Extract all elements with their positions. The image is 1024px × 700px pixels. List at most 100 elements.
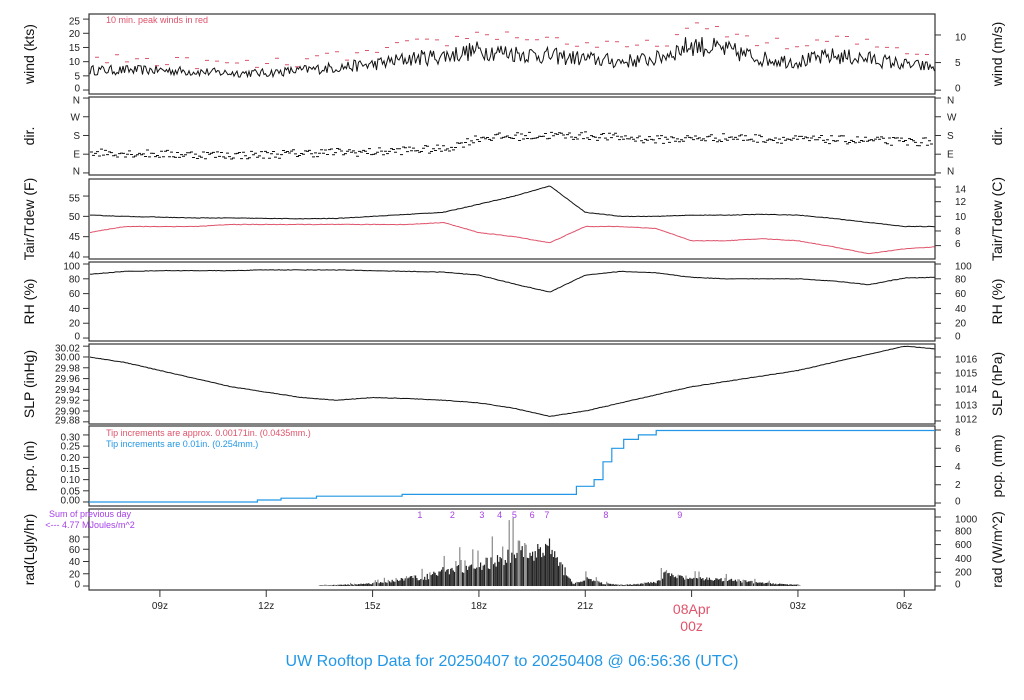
rad-sum-value: <--- 4.77 MJoules/m^2: [45, 520, 135, 530]
y-right-tick-label: 6: [955, 239, 961, 250]
precip-tip-marker: 7: [544, 510, 549, 520]
y-tick-label: 80: [69, 274, 81, 285]
tip-increment-note: Tip increments are approx. 0.00171in. (0…: [106, 428, 311, 438]
y-tick-label: 100: [63, 261, 80, 272]
y-right-tick-label: 1014: [955, 384, 978, 395]
chart-title: UW Rooftop Data for 20250407 to 20250408…: [286, 653, 739, 670]
y-tick-label: 0.05: [61, 486, 81, 497]
precip-tip-marker: 8: [603, 510, 608, 520]
y-right-tick-label: 12: [955, 197, 967, 208]
y-axis-title: rad(Lgly/hr): [21, 514, 37, 586]
y-right-axis-title: dir.: [989, 127, 1005, 146]
y-tick-label: 0.00: [61, 495, 81, 506]
x-tick-label: 06z: [896, 601, 912, 612]
y-right-tick-label: S: [947, 131, 954, 142]
y-right-tick-label: 1000: [955, 515, 978, 526]
precip-tip-marker: 6: [530, 510, 535, 520]
panel-slp: 29.8829.9029.9229.9429.9629.9830.0030.02…: [21, 343, 1005, 426]
y-axis-title: Tair/Tdew (F): [21, 178, 37, 260]
y-tick-label: N: [73, 96, 80, 107]
y-tick-label: 15: [69, 43, 81, 54]
precip-tip-marker: 2: [450, 510, 455, 520]
y-right-tick-label: 60: [955, 289, 967, 300]
panel-rh: 0 20 40 60 80 100 0 20 40 60 80 100 RH (%) RH (%): [21, 261, 1005, 343]
wind-speed-line: [89, 36, 935, 79]
panel-wind: 0 5 10 15 2025 0 5 10 wind (kts) wind (m/s) 10 min…: [21, 13, 1005, 95]
y-right-tick-label: 4: [955, 462, 961, 473]
y-right-tick-label: W: [947, 112, 957, 123]
y-axis-title: pcp. (in): [21, 441, 37, 492]
y-axis-title: RH (%): [21, 279, 37, 325]
y-tick-label: E: [73, 150, 80, 161]
y-tick-label: 40: [69, 557, 81, 568]
tdew-line: [89, 221, 935, 255]
y-tick-label: 25: [69, 17, 81, 28]
y-right-tick-label: N: [947, 96, 954, 107]
x-tick-label: 03z: [790, 601, 806, 612]
precip-tip-marker: 1: [417, 510, 422, 520]
y-tick-label: 20: [69, 29, 81, 40]
y-right-tick-label: 1013: [955, 400, 978, 411]
y-tick-label: W: [71, 112, 81, 123]
x-tick-label: 21z: [577, 601, 593, 612]
y-tick-label: 29.94: [55, 385, 80, 396]
panel-frame: [88, 13, 936, 95]
y-right-tick-label: 2: [955, 480, 961, 491]
y-right-tick-label: E: [947, 150, 954, 161]
rh-line: [89, 269, 935, 293]
y-tick-label: 0.15: [61, 464, 81, 475]
wind-peak-dashes: [95, 22, 929, 70]
y-tick-label: N: [73, 166, 80, 177]
y-tick-label: 30.02: [55, 344, 80, 355]
y-tick-label: 0: [74, 580, 80, 591]
precip-accum-line: [89, 429, 935, 503]
y-tick-label: 30.00: [55, 352, 80, 363]
y-right-tick-label: 1012: [955, 414, 978, 425]
rad-bars: [318, 517, 802, 587]
y-right-axis-title: pcp. (mm): [989, 435, 1005, 498]
y-right-tick-label: 0: [955, 496, 961, 507]
y-axis-title: dir.: [21, 127, 37, 146]
precip-tip-marker: 4: [497, 510, 502, 520]
y-tick-label: 0.30: [61, 432, 81, 443]
panel-frame: [88, 96, 936, 176]
y-tick-label: 40: [69, 304, 81, 315]
y-right-tick-label: 8: [955, 226, 961, 237]
y-right-tick-label: 100: [955, 261, 972, 272]
y-right-tick-label: 800: [955, 526, 972, 537]
y-tick-label: 29.96: [55, 374, 80, 385]
y-tick-label: 40: [69, 250, 81, 261]
rad-sum-label: Sum of previous day: [49, 509, 132, 519]
y-tick-label: 0.20: [61, 453, 81, 464]
y-right-tick-label: 14: [955, 185, 967, 196]
y-right-tick-label: 400: [955, 554, 972, 565]
y-tick-label: 0.10: [61, 475, 81, 486]
y-tick-label: 50: [69, 212, 81, 223]
y-right-tick-label: N: [947, 166, 954, 177]
y-right-tick-label: 600: [955, 540, 972, 551]
panel-pcp: 0.000.050.100.150.200.250.30 0 2 4 6 8 pcp. (i…: [21, 425, 1005, 507]
y-tick-label: 20: [69, 319, 81, 330]
y-tick-label: 20: [69, 569, 81, 580]
y-right-tick-label: 0: [955, 579, 961, 590]
precip-tip-marker: 9: [677, 510, 682, 520]
y-tick-label: 55: [69, 194, 81, 205]
y-right-tick-label: 40: [955, 304, 967, 315]
y-right-axis-title: Tair/Tdew (C): [989, 177, 1005, 261]
y-right-tick-label: 8: [955, 428, 961, 439]
y-right-tick-label: 0: [955, 332, 961, 343]
panel-frame: [88, 425, 936, 507]
y-tick-label: 0.25: [61, 442, 81, 453]
y-axis-title: SLP (inHg): [21, 350, 37, 418]
y-right-tick-label: 10: [955, 212, 967, 223]
y-right-tick-label: 1016: [955, 354, 978, 365]
precip-tip-marker: 5: [512, 510, 517, 520]
x-tick-label: 12z: [258, 601, 274, 612]
y-tick-label: 60: [69, 545, 81, 556]
y-tick-label: 45: [69, 232, 81, 243]
